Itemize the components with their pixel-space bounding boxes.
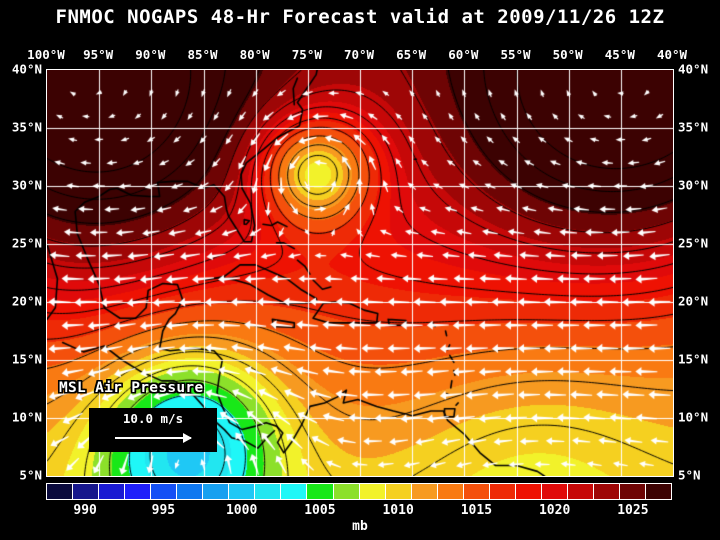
colorbar-tick-label: 1015 (460, 503, 493, 518)
colorbar-swatch (646, 484, 672, 499)
lat-tick-label-left: 30°N (11, 177, 42, 193)
colorbar-swatch (47, 484, 74, 499)
lat-tick-label-right: 35°N (678, 119, 709, 135)
lat-tick-label-left: 20°N (11, 293, 42, 309)
colorbar-swatch (541, 484, 568, 499)
field-label: MSL Air Pressure (59, 380, 204, 396)
lat-tick-label-left: 10°N (11, 409, 42, 425)
lon-tick-label: 90°W (135, 47, 166, 62)
colorbar-swatch (620, 484, 647, 499)
colorbar-swatch (333, 484, 360, 499)
lat-tick-label-left: 25°N (11, 235, 42, 251)
colorbar-swatch (463, 484, 490, 499)
lon-tick-label: 85°W (187, 47, 218, 62)
colorbar-tick-label: 1005 (304, 503, 336, 518)
colorbar (46, 483, 672, 500)
colorbar-swatch (125, 484, 152, 499)
colorbar-swatch (515, 484, 542, 499)
colorbar-swatch (203, 484, 230, 499)
colorbar-swatches (47, 484, 672, 499)
figure-title: FNMOC NOGAPS 48-Hr Forecast valid at 200… (55, 6, 665, 28)
colorbar-tick-label: 990 (73, 503, 97, 518)
colorbar-swatch (437, 484, 464, 499)
colorbar-tick-label: 1020 (538, 503, 571, 518)
lon-tick-label: 60°W (448, 47, 479, 62)
lat-tick-label-right: 10°N (678, 409, 709, 425)
lon-tick-label: 50°W (552, 47, 583, 62)
lat-tick-label-left: 35°N (11, 119, 42, 135)
colorbar-swatch (593, 484, 621, 499)
lat-tick-label-left: 15°N (11, 351, 42, 367)
lon-tick-label: 40°W (656, 47, 688, 62)
colorbar-swatch (151, 484, 178, 499)
lat-tick-label-right: 20°N (678, 293, 709, 309)
lon-tick-label: 65°W (396, 47, 427, 62)
lat-tick-label-right: 30°N (678, 177, 709, 193)
lon-tick-label: 95°W (83, 47, 114, 62)
colorbar-swatch (73, 484, 100, 499)
lon-tick-label: 55°W (500, 47, 531, 62)
lon-tick-label: 100°W (27, 47, 65, 62)
lat-tick-label-right: 5°N (678, 467, 701, 483)
colorbar-swatch (307, 484, 334, 499)
colorbar-swatch (177, 484, 204, 499)
colorbar-tick-label: 1025 (617, 503, 649, 518)
colorbar-tick-label: 1010 (382, 503, 414, 518)
colorbar-swatch (385, 484, 412, 499)
lon-tick-label: 70°W (343, 47, 375, 62)
map-plot-area: MSL Air Pressure 10.0 m/s (46, 69, 674, 477)
lat-tick-label-left: 5°N (19, 467, 42, 483)
colorbar-tick-label: 995 (151, 503, 176, 518)
colorbar-swatch (489, 484, 516, 499)
colorbar-swatch (229, 484, 256, 499)
colorbar-swatch (281, 484, 308, 499)
colorbar-swatch (99, 484, 126, 499)
lat-tick-label-right: 15°N (678, 351, 709, 367)
colorbar-swatch (411, 484, 438, 499)
lon-tick-label: 75°W (291, 47, 322, 62)
lon-tick-label: 80°W (239, 47, 270, 62)
lat-tick-label-right: 40°N (678, 61, 709, 77)
lat-tick-label-right: 25°N (678, 235, 709, 251)
longitude-axis-top: 100°W 95°W 90°W 85°W 80°W 75°W 70°W 65°W 60°W 55°… (0, 47, 720, 63)
colorbar-unit-label: mb (352, 519, 368, 534)
colorbar-tick-label: 1000 (225, 503, 258, 518)
colorbar-swatch (359, 484, 386, 499)
lon-tick-label: 45°W (604, 47, 635, 62)
colorbar-swatch (255, 484, 282, 499)
colorbar-swatch (567, 484, 594, 499)
lat-tick-label-left: 40°N (11, 61, 42, 77)
arrow-right-icon (115, 433, 192, 443)
wind-scale-value: 10.0 m/s (122, 411, 184, 426)
wind-scale-legend: 10.0 m/s (89, 408, 217, 452)
